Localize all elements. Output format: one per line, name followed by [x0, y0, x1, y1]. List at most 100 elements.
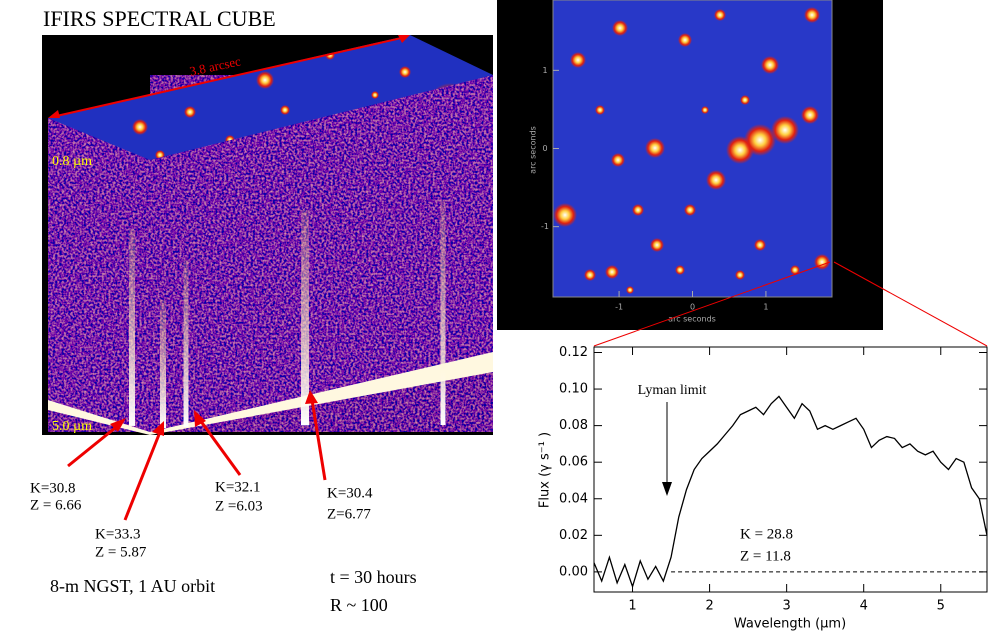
source-z: Z = 6.66 — [30, 497, 82, 513]
arrow-head — [662, 482, 672, 496]
annotation: K = 28.8 — [740, 526, 793, 542]
cube-right-noise — [150, 75, 493, 432]
source-blob — [814, 254, 830, 270]
x-tick-label: 1 — [763, 303, 768, 312]
x-tick-label: 5 — [937, 599, 945, 614]
source-blob — [735, 270, 745, 280]
streak — [301, 210, 309, 426]
note: 8-m NGST, 1 AU orbit — [50, 576, 215, 596]
source-blob — [399, 66, 411, 78]
sky-image — [553, 0, 832, 297]
source-arrows — [67, 390, 327, 521]
source-blob — [754, 239, 766, 251]
scale-arrow — [51, 36, 407, 118]
annotation: Z = 11.8 — [740, 548, 791, 564]
x-axis-label: Wavelength (µm) — [734, 617, 846, 632]
note: R ~ 100 — [330, 595, 388, 615]
spectrum-chart: Flux (γ s⁻¹ ) Wavelength (µm) Lyman limi… — [538, 345, 988, 632]
cube-left-noise — [48, 118, 150, 432]
source-blob — [553, 203, 577, 227]
y-tick-label: 0.10 — [559, 382, 588, 397]
x-tick-label: 4 — [860, 599, 868, 614]
source-blob — [684, 204, 696, 216]
arrow-head — [398, 35, 410, 43]
note: t = 30 hours — [330, 567, 417, 587]
x-tick-label: 2 — [705, 599, 713, 614]
source-z: Z=6.77 — [327, 506, 371, 522]
source-blob — [744, 124, 776, 156]
arrow — [310, 399, 327, 481]
arrow-head — [110, 418, 126, 432]
arrow — [198, 419, 242, 476]
y-tick-label: -1 — [541, 222, 549, 231]
y-tick-label: 0 — [542, 144, 547, 153]
zoom-line — [593, 261, 831, 347]
source-k: K=32.1 — [215, 479, 261, 495]
y-axis-label: arc seconds — [529, 126, 538, 174]
spectral-cube: 3.8 arcsec 0.8 µm 5.0 µm — [42, 35, 493, 435]
bottom-wavelength: 5.0 µm — [52, 419, 92, 434]
x-axis-label: arc seconds — [668, 315, 716, 324]
arrow-head — [152, 421, 164, 436]
arrow — [67, 422, 121, 468]
source-blob — [740, 95, 750, 105]
spectrum-line — [593, 395, 988, 589]
source-blob — [714, 9, 726, 21]
sky-sources — [553, 7, 830, 294]
source-z: Z = 5.87 — [95, 544, 147, 560]
streak — [183, 260, 189, 427]
y-tick-label: 0.08 — [559, 418, 588, 433]
source-blob — [761, 56, 779, 74]
streak — [129, 230, 135, 426]
source-blob — [790, 265, 800, 275]
x-tick-label: 0 — [690, 303, 695, 312]
y-tick-label: 0.06 — [559, 455, 588, 470]
source-blob — [371, 91, 379, 99]
title: IFIRS SPECTRAL CUBE — [43, 6, 276, 31]
arrow-head — [194, 410, 206, 427]
streak — [160, 300, 166, 429]
y-tick-label: 1 — [542, 66, 547, 75]
top-wavelength: 0.8 µm — [52, 154, 92, 169]
annotation: Lyman limit — [638, 383, 707, 398]
source-blob — [706, 170, 726, 190]
source-labels: K=30.8 Z = 6.66 K=33.3 Z = 5.87 K=32.1 Z… — [30, 479, 373, 560]
source-k: K=30.4 — [327, 485, 373, 501]
source-blob — [701, 106, 709, 114]
source-k: K=30.8 — [30, 480, 76, 496]
source-blob — [771, 116, 799, 144]
arrow — [123, 431, 162, 521]
source-blob — [570, 52, 586, 68]
source-blob — [675, 265, 685, 275]
source-blob — [584, 269, 596, 281]
sky-image-panel: arc seconds arc seconds -1 0 1 -1 0 1 — [497, 0, 883, 330]
y-tick-label: 0.02 — [559, 528, 588, 543]
emission-streaks — [129, 200, 446, 429]
arrow-head — [305, 390, 318, 404]
x-tick-label: 3 — [783, 599, 791, 614]
source-blob — [626, 286, 634, 294]
arrow-head — [48, 110, 60, 118]
y-tick-label: 0.00 — [559, 564, 588, 579]
source-blob — [611, 153, 625, 167]
source-z: Z =6.03 — [215, 498, 263, 514]
source-blob — [801, 106, 819, 124]
y-tick-label: 0.12 — [559, 345, 588, 360]
cube-top-face — [48, 35, 493, 160]
source-blob — [612, 20, 628, 36]
source-blob — [632, 204, 644, 216]
source-blob — [132, 119, 148, 135]
y-axis-label: Flux (γ s⁻¹ ) — [538, 432, 553, 508]
x-tick-label: -1 — [615, 303, 623, 312]
source-blob — [645, 138, 665, 158]
streak — [440, 200, 446, 426]
source-blob — [650, 238, 664, 252]
source-blob — [804, 7, 820, 23]
source-blob — [595, 105, 605, 115]
source-k: K=33.3 — [95, 526, 141, 542]
source-blob — [280, 105, 290, 115]
x-tick-label: 1 — [628, 599, 636, 614]
zoom-line — [833, 261, 988, 347]
